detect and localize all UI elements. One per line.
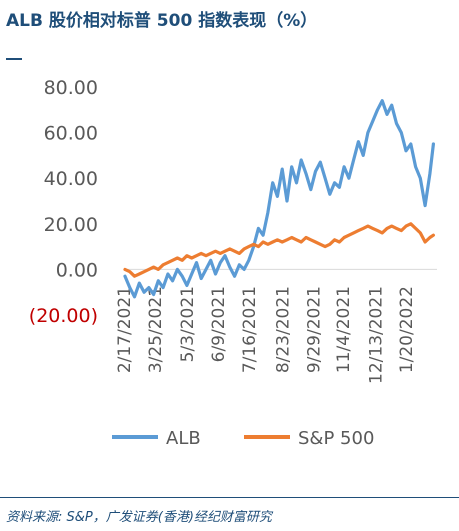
x-tick-label: 2/17/2021	[115, 286, 135, 373]
x-tick-label: 12/13/2021	[366, 286, 386, 384]
x-axis: 2/17/2021 3/25/2021 5/3/2021 6/9/2021 7/16/2…	[115, 268, 437, 384]
legend-label-sp500: S&P 500	[298, 428, 374, 449]
series-lines	[123, 99, 435, 299]
sp500-series-line	[123, 222, 435, 278]
x-tick-label: 1/20/2022	[397, 286, 417, 373]
y-tick-label: 0.00	[56, 259, 98, 281]
x-tick-label: 3/25/2021	[146, 286, 166, 373]
legend: ALB S&P 500	[112, 428, 374, 449]
source-divider	[0, 497, 459, 498]
x-tick-label: 8/23/2021	[273, 286, 293, 373]
alb-series-line	[123, 99, 435, 299]
y-tick-label: 40.00	[44, 168, 98, 190]
y-tick-label: 20.00	[44, 214, 98, 236]
title-underline	[6, 58, 22, 60]
x-tick-label: 7/16/2021	[240, 286, 260, 373]
x-tick-label: 9/29/2021	[304, 286, 324, 373]
line-chart: 80.00 60.00 40.00 20.00 0.00 (20.00) 2/17/202…	[29, 77, 437, 449]
chart-title: ALB 股价相对标普 500 指数表现（%）	[6, 11, 318, 31]
y-tick-label: 60.00	[44, 123, 98, 145]
y-tick-label: 80.00	[44, 77, 98, 99]
x-tick-label: 5/3/2021	[178, 286, 198, 362]
legend-label-alb: ALB	[166, 428, 201, 449]
y-axis: 80.00 60.00 40.00 20.00 0.00 (20.00)	[29, 77, 98, 327]
y-tick-label: (20.00)	[29, 305, 98, 327]
x-tick-label: 11/4/2021	[334, 286, 354, 373]
source-note: 资料来源: S&P，广发证券(香港)经纪财富研究	[6, 510, 272, 525]
x-tick-label: 6/9/2021	[209, 286, 229, 362]
